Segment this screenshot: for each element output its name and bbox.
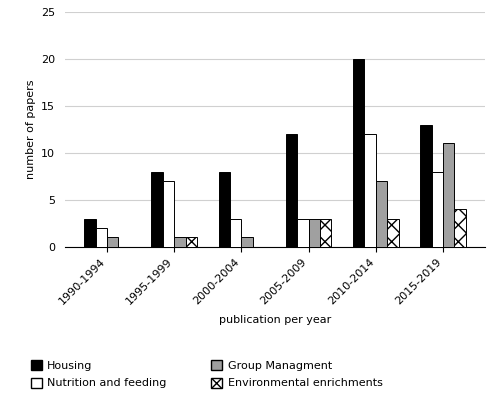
Bar <box>162 181 174 247</box>
Bar <box>96 228 107 247</box>
Y-axis label: number of papers: number of papers <box>26 80 36 179</box>
Bar <box>420 125 432 247</box>
Bar <box>152 172 162 247</box>
Bar <box>376 181 388 247</box>
Bar <box>432 172 443 247</box>
Bar <box>286 134 297 247</box>
Bar <box>297 219 308 247</box>
Bar <box>107 237 118 247</box>
Bar <box>218 172 230 247</box>
Bar <box>320 219 332 247</box>
Bar <box>454 209 466 247</box>
Bar <box>364 134 376 247</box>
Bar <box>353 59 364 247</box>
Bar <box>186 237 197 247</box>
Bar <box>308 219 320 247</box>
Bar <box>230 219 241 247</box>
Bar <box>443 143 454 247</box>
X-axis label: publication per year: publication per year <box>219 315 331 325</box>
Bar <box>388 219 398 247</box>
Legend: Housing, Nutrition and feeding, Group Managment, Environmental enrichments: Housing, Nutrition and feeding, Group Ma… <box>30 360 382 388</box>
Bar <box>174 237 186 247</box>
Bar <box>84 219 96 247</box>
Bar <box>242 237 253 247</box>
